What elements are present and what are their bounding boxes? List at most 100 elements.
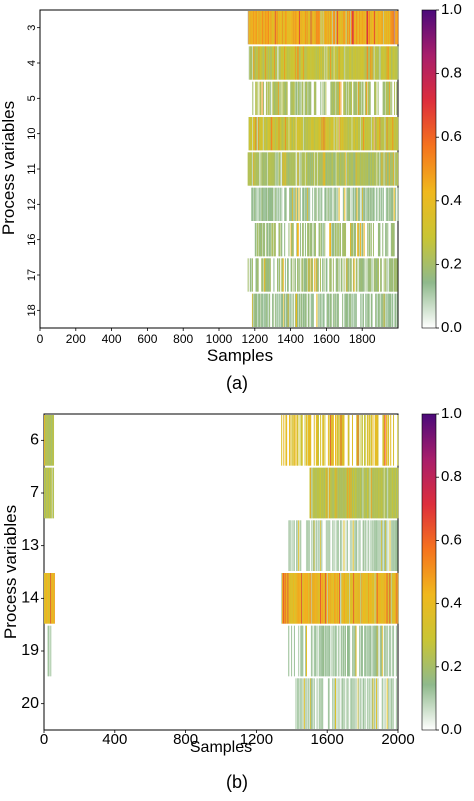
heatmap-cell [388, 258, 390, 292]
heatmap-cell [321, 46, 323, 80]
heatmap-cell [380, 520, 382, 571]
heatmap-cell [288, 520, 290, 571]
heatmap-cell [307, 11, 309, 45]
heatmap-cell [266, 117, 268, 151]
heatmap-cell [366, 117, 368, 151]
heatmap-cell [321, 11, 323, 45]
heatmap-cell [343, 117, 345, 151]
heatmap-cell [318, 520, 320, 571]
heatmap-cell [361, 573, 363, 624]
heatmap-cell [334, 117, 336, 151]
heatmap-cell [358, 46, 360, 80]
heatmap-cell [285, 46, 287, 80]
heatmap-cell [323, 46, 325, 80]
heatmap-cell [395, 187, 397, 221]
heatmap-cell [308, 678, 310, 729]
heatmap-cell [310, 223, 312, 257]
heatmap-cell [284, 152, 286, 186]
heatmap-cell [50, 625, 52, 677]
heatmap-cell [317, 152, 319, 186]
heatmap-cell [290, 573, 292, 624]
heatmap-cell [395, 152, 397, 186]
heatmap-cell [267, 117, 269, 151]
heatmap-cell [323, 46, 325, 80]
heatmap-cell [335, 11, 337, 45]
heatmap-cell [378, 573, 380, 624]
heatmap-cell [374, 467, 376, 519]
heatmap-cell [299, 187, 301, 221]
heatmap-cell [283, 152, 285, 186]
heatmap-cell [276, 117, 278, 151]
heatmap-cell [269, 223, 271, 257]
heatmap-cell [380, 117, 382, 151]
heatmap-cell [375, 117, 377, 151]
heatmap-cell [334, 467, 336, 519]
heatmap-cell [333, 11, 335, 45]
heatmap-cell [368, 467, 370, 519]
heatmap-cell [397, 573, 399, 624]
heatmap-cell [285, 11, 287, 45]
heatmap-cell [344, 81, 346, 115]
heatmap-cell [312, 117, 314, 151]
heatmap-cell [386, 11, 388, 45]
heatmap-cell [318, 520, 320, 571]
heatmap-cell [254, 187, 256, 221]
heatmap-cell [342, 415, 344, 466]
heatmap-cell [302, 223, 304, 257]
heatmap-cell [367, 678, 369, 729]
heatmap-cell [299, 520, 301, 571]
heatmap-cell [298, 293, 300, 327]
heatmap-cell [324, 625, 326, 677]
heatmap-cell [384, 415, 386, 466]
heatmap-cell [393, 152, 395, 186]
heatmap-cell [384, 573, 386, 624]
heatmap-cell [362, 152, 364, 186]
heatmap-cell [46, 467, 48, 519]
heatmap-cell [271, 152, 273, 186]
heatmap-cell [265, 11, 267, 45]
heatmap-cell [308, 258, 310, 292]
heatmap-cell [327, 625, 329, 677]
heatmap-cell [379, 11, 381, 45]
heatmap-cell [256, 258, 258, 292]
heatmap-cell [383, 520, 385, 571]
heatmap-cell [340, 573, 342, 624]
heatmap-cell [353, 187, 355, 221]
heatmap-cell [284, 187, 286, 221]
heatmap-cell [370, 117, 372, 151]
heatmap-cell [338, 258, 340, 292]
heatmap-cell [357, 187, 359, 221]
heatmap-cell [365, 625, 367, 677]
heatmap-cell [273, 81, 275, 115]
heatmap-cell [284, 152, 286, 186]
heatmap-cell [393, 520, 395, 571]
x-tick-label: 1600 [311, 731, 344, 748]
heatmap-cell [295, 152, 297, 186]
heatmap-cell [307, 117, 309, 151]
heatmap-cell [260, 223, 262, 257]
heatmap-cell [356, 81, 358, 115]
heatmap-cell [361, 625, 363, 677]
heatmap-cell [278, 152, 280, 186]
heatmap-cell [300, 625, 302, 677]
heatmap-cell [320, 573, 322, 624]
heatmap-cell [362, 187, 364, 221]
heatmap-cell [321, 625, 323, 677]
heatmap-cell [381, 152, 383, 186]
heatmap-cell [306, 117, 308, 151]
heatmap-cell [347, 258, 349, 292]
heatmap-cell [362, 573, 364, 624]
heatmap-cell [336, 46, 338, 80]
heatmap-cell [317, 293, 319, 327]
heatmap-cell [325, 467, 327, 519]
heatmap-cell [255, 117, 257, 151]
heatmap-cell [345, 152, 347, 186]
heatmap-cell [320, 573, 322, 624]
heatmap-cell [259, 152, 261, 186]
heatmap-cell [316, 520, 318, 571]
heatmap-cell [310, 117, 312, 151]
heatmap-cell [295, 81, 297, 115]
heatmap-cell [264, 46, 266, 80]
heatmap-cell [386, 46, 388, 80]
